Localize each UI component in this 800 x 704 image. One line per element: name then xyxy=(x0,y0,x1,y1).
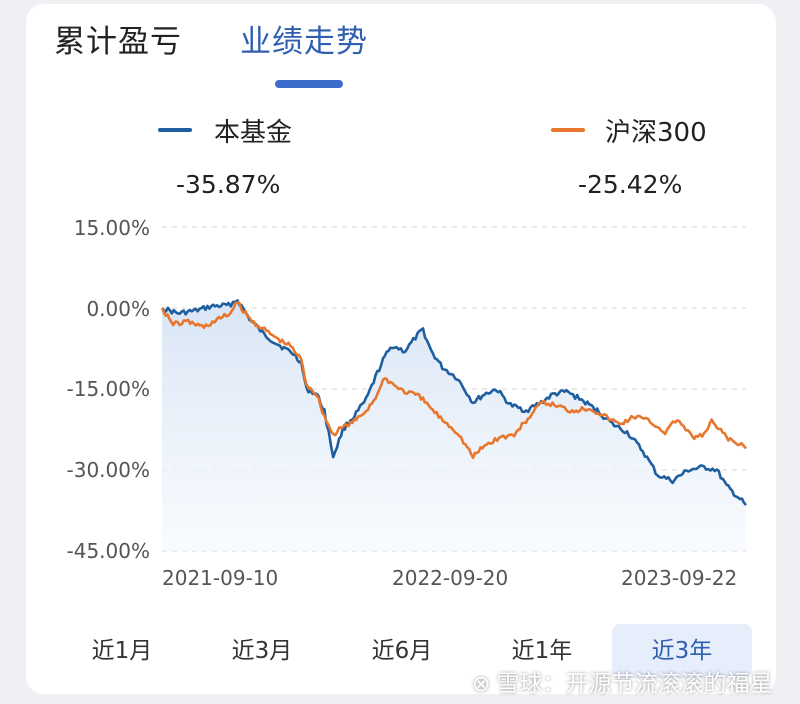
legend-label-index: 沪深300 xyxy=(605,118,707,148)
range-3y-button[interactable]: 近3年 xyxy=(612,624,752,678)
watermark-text: 雪球：开源节流滚滚的福星 xyxy=(496,671,773,697)
series-line-index xyxy=(160,301,747,460)
y-tick-label: 0.00% xyxy=(86,297,150,321)
series-line-fund xyxy=(160,299,747,506)
legend-line-index xyxy=(551,128,585,132)
y-tick-label: -30.00% xyxy=(66,458,150,482)
range-1y-button[interactable]: 近1年 xyxy=(511,638,573,664)
y-tick-label: 15.00% xyxy=(73,216,150,240)
tab-cumulative[interactable]: 累计盈亏 xyxy=(54,24,182,60)
legend-line-fund xyxy=(158,128,192,132)
active-tab-indicator xyxy=(275,80,343,88)
range-3m-button[interactable]: 近3月 xyxy=(231,638,293,664)
range-6m-button[interactable]: 近6月 xyxy=(371,638,433,664)
x-tick-label: 2021-09-10 xyxy=(162,566,279,590)
y-tick-label: -15.00% xyxy=(66,377,150,401)
legend-value-fund: -35.87% xyxy=(176,170,281,199)
snowball-logo-icon: ⊗ xyxy=(472,672,491,697)
legend-value-index: -25.42% xyxy=(578,170,683,199)
x-tick-label: 2022-09-20 xyxy=(392,566,509,590)
x-tick-label: 2023-09-22 xyxy=(621,566,738,590)
y-tick-label: -45.00% xyxy=(66,539,150,563)
tab-trend[interactable]: 业绩走势 xyxy=(240,24,368,60)
legend-label-fund: 本基金 xyxy=(214,118,293,148)
fund-area-fill xyxy=(162,300,746,551)
range-1m-button[interactable]: 近1月 xyxy=(91,638,153,664)
watermark: ⊗ 雪球：开源节流滚滚的福星 xyxy=(472,664,772,698)
